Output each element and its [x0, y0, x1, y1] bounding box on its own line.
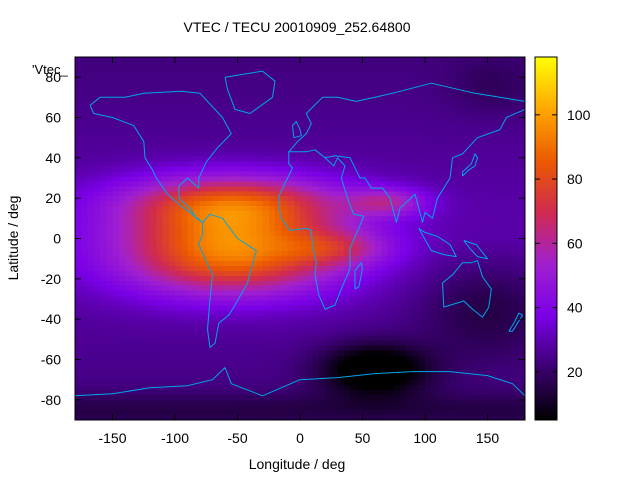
coastline-japan [462, 153, 478, 177]
coastline-layer [74, 70, 526, 397]
colorbar-gradient [534, 56, 558, 421]
coastline-eurasia [288, 82, 526, 223]
x-tick-label: 100 [413, 430, 437, 446]
x-tick-label: -150 [98, 430, 126, 446]
y-tick-label: 40 [45, 150, 61, 166]
colorbar-ticks: 20 40 60 80 100 [535, 107, 591, 380]
x-tick-label: 150 [476, 430, 500, 446]
x-ticks: -150 -100 -50 0 50 100 150 [98, 57, 499, 446]
series-key-label: 'Vtec_ [32, 62, 68, 77]
y-tick-label: 60 [45, 110, 61, 126]
plot-area [74, 56, 526, 421]
colorbar-tick-label: 40 [567, 300, 583, 316]
y-tick-label: -20 [41, 271, 61, 287]
colorbar-tick-label: 80 [567, 171, 583, 187]
colorbar-tick-label: 60 [567, 235, 583, 251]
y-tick-label: -40 [41, 311, 61, 327]
coastline-greenland [224, 70, 276, 114]
y-axis-label: Latitude / deg [5, 196, 21, 281]
x-tick-label: -50 [227, 430, 247, 446]
colorbar-tick-label: 100 [567, 107, 591, 123]
y-tick-label: -80 [41, 392, 61, 408]
coastline-antarctica [74, 367, 526, 397]
chart-title: VTEC / TECU 20010909_252.64800 [183, 19, 410, 35]
y-tick-label: 80 [45, 69, 61, 85]
x-axis-label: Longitude / deg [249, 456, 346, 472]
x-tick-label: -100 [161, 430, 189, 446]
y-ticks: -80 -60 -40 -20 0 20 40 60 80 [41, 69, 525, 408]
coastline-uk [292, 121, 302, 139]
colorbar: 20 40 60 80 100 [534, 56, 591, 421]
coastline-south-america [198, 213, 257, 348]
y-tick-label: 20 [45, 190, 61, 206]
colorbar-tick-label: 20 [567, 364, 583, 380]
coastline-africa-europe-asia [278, 149, 365, 310]
y-tick-label: 0 [53, 231, 61, 247]
coastline-new-guinea [463, 240, 488, 260]
x-tick-label: 50 [355, 430, 371, 446]
coastline-indonesia [418, 227, 457, 258]
y-tick-label: -60 [41, 352, 61, 368]
coastline-north-america [89, 90, 232, 223]
coastline-madagascar [354, 262, 363, 290]
vtec-heatmap-image [75, 57, 525, 420]
coastline-australia [442, 260, 492, 318]
coastline-new-zealand [508, 312, 523, 332]
x-tick-label: 0 [296, 430, 304, 446]
